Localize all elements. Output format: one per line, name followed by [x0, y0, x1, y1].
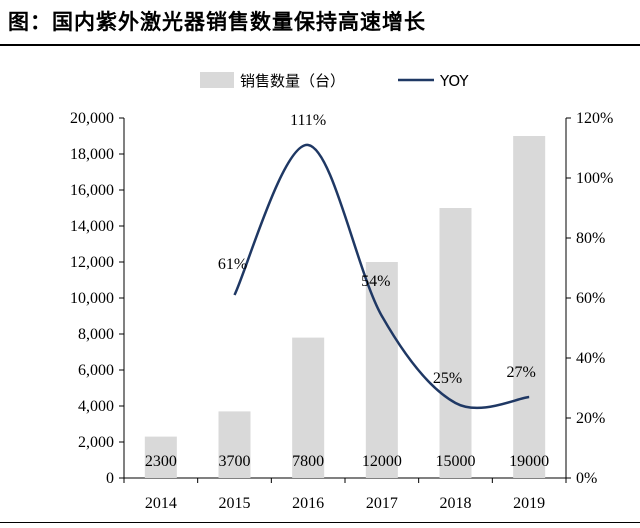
bar: [144, 436, 177, 478]
line-series: [233, 143, 530, 410]
legend-label-bar: 销售数量（台）: [240, 72, 345, 90]
bar: [513, 136, 546, 478]
bar-value-label: 7800: [292, 453, 324, 470]
right-tick-label: 40%: [576, 350, 605, 367]
left-tick-label: 10,000: [70, 290, 114, 307]
bar: [439, 208, 472, 478]
left-tick-label: 18,000: [70, 146, 114, 163]
bar: [292, 337, 325, 478]
bar-value-label: 19000: [509, 453, 549, 470]
left-tick-label: 20,000: [70, 110, 114, 127]
left-tick-label: 16,000: [70, 182, 114, 199]
x-tick-label: 2016: [292, 495, 324, 512]
right-tick-label: 20%: [576, 410, 605, 427]
left-tick-label: 6,000: [78, 362, 114, 379]
bar-value-label: 12000: [362, 453, 402, 470]
bar-value-label: 15000: [436, 453, 476, 470]
left-tick-label: 12,000: [70, 254, 114, 271]
right-tick-label: 80%: [576, 230, 605, 247]
yoy-value-label: 61%: [218, 256, 247, 273]
data-labels: 2300 3700 7800 12000 15000 19000 61% 111% 54% 25%…: [145, 112, 549, 470]
left-tick-label: 4,000: [78, 398, 114, 415]
yoy-value-label: 54%: [361, 273, 390, 290]
axes: 0 2,000 4,000 6,000 8,000 10,000 12,000 14,000 1…: [70, 110, 613, 512]
bar-series: [144, 136, 546, 478]
x-tick-label: 2017: [366, 495, 398, 512]
left-tick-label: 8,000: [78, 326, 114, 343]
right-tick-label: 0%: [576, 470, 597, 487]
figure-title: 图：国内紫外激光器销售数量保持高速增长: [8, 10, 426, 34]
x-tick-label: 2014: [145, 495, 177, 512]
bar: [218, 411, 251, 478]
yoy-value-label: 27%: [507, 364, 536, 381]
x-tick-label: 2015: [219, 495, 251, 512]
yoy-value-label: 111%: [290, 112, 326, 129]
x-tick-label: 2019: [513, 495, 545, 512]
bar: [365, 262, 398, 478]
legend-label-line: YOY: [439, 72, 469, 90]
left-tick-label: 0: [106, 470, 114, 487]
legend: 销售数量（台） YOY: [200, 72, 469, 90]
left-tick-label: 2,000: [78, 434, 114, 451]
left-tick-label: 14,000: [70, 218, 114, 235]
right-tick-label: 120%: [576, 110, 613, 127]
x-tick-label: 2018: [440, 495, 472, 512]
bottom-rule: [0, 522, 640, 523]
bar-value-label: 3700: [219, 453, 251, 470]
bar-value-label: 2300: [145, 453, 177, 470]
right-tick-label: 60%: [576, 290, 605, 307]
yoy-value-label: 25%: [433, 370, 462, 387]
right-tick-label: 100%: [576, 170, 613, 187]
legend-swatch-bar: [200, 72, 234, 88]
yoy-line: [233, 143, 530, 410]
title-underline: [0, 44, 640, 46]
